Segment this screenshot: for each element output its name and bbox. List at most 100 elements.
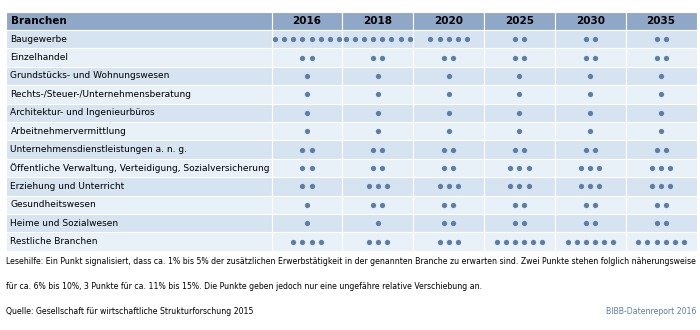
FancyBboxPatch shape — [626, 214, 696, 232]
FancyBboxPatch shape — [272, 159, 342, 177]
FancyBboxPatch shape — [6, 30, 272, 49]
FancyBboxPatch shape — [342, 85, 413, 104]
FancyBboxPatch shape — [413, 159, 484, 177]
FancyBboxPatch shape — [555, 49, 626, 67]
Text: Öffentliche Verwaltung, Verteidigung, Sozialversicherung: Öffentliche Verwaltung, Verteidigung, So… — [10, 163, 270, 173]
Text: Heime und Sozialwesen: Heime und Sozialwesen — [10, 219, 118, 228]
FancyBboxPatch shape — [413, 122, 484, 140]
FancyBboxPatch shape — [626, 30, 696, 49]
FancyBboxPatch shape — [484, 49, 555, 67]
Text: Einzelhandel: Einzelhandel — [10, 53, 69, 62]
FancyBboxPatch shape — [413, 104, 484, 122]
FancyBboxPatch shape — [626, 12, 696, 30]
FancyBboxPatch shape — [484, 122, 555, 140]
FancyBboxPatch shape — [413, 12, 484, 30]
FancyBboxPatch shape — [555, 214, 626, 232]
FancyBboxPatch shape — [626, 85, 696, 104]
Text: Erziehung und Unterricht: Erziehung und Unterricht — [10, 182, 125, 191]
FancyBboxPatch shape — [272, 85, 342, 104]
FancyBboxPatch shape — [342, 67, 413, 85]
FancyBboxPatch shape — [272, 30, 342, 49]
Text: Lesehilfe: Ein Punkt signalisiert, dass ca. 1% bis 5% der zusätzlichen Erwerbstä: Lesehilfe: Ein Punkt signalisiert, dass … — [6, 257, 696, 266]
FancyBboxPatch shape — [555, 232, 626, 251]
FancyBboxPatch shape — [6, 196, 272, 214]
FancyBboxPatch shape — [555, 85, 626, 104]
Text: Gesundheitswesen: Gesundheitswesen — [10, 200, 97, 209]
FancyBboxPatch shape — [413, 67, 484, 85]
FancyBboxPatch shape — [555, 140, 626, 159]
FancyBboxPatch shape — [413, 85, 484, 104]
Text: Quelle: Gesellschaft für wirtschaftliche Strukturforschung 2015: Quelle: Gesellschaft für wirtschaftliche… — [6, 307, 253, 316]
Text: Unternehmensdienstleistungen a. n. g.: Unternehmensdienstleistungen a. n. g. — [10, 145, 188, 154]
FancyBboxPatch shape — [272, 140, 342, 159]
FancyBboxPatch shape — [626, 140, 696, 159]
FancyBboxPatch shape — [484, 159, 555, 177]
FancyBboxPatch shape — [272, 122, 342, 140]
FancyBboxPatch shape — [413, 177, 484, 196]
FancyBboxPatch shape — [413, 214, 484, 232]
FancyBboxPatch shape — [6, 232, 272, 251]
Text: Branchen: Branchen — [10, 16, 66, 26]
Text: Arbeitnehmervermittlung: Arbeitnehmervermittlung — [10, 127, 127, 136]
FancyBboxPatch shape — [6, 122, 272, 140]
FancyBboxPatch shape — [626, 104, 696, 122]
FancyBboxPatch shape — [6, 49, 272, 67]
Text: für ca. 6% bis 10%, 3 Punkte für ca. 11% bis 15%. Die Punkte geben jedoch nur ei: für ca. 6% bis 10%, 3 Punkte für ca. 11%… — [6, 282, 482, 291]
FancyBboxPatch shape — [342, 49, 413, 67]
Text: Architektur- und Ingenieurbüros: Architektur- und Ingenieurbüros — [10, 108, 155, 117]
Text: 2025: 2025 — [505, 16, 534, 26]
Text: Rechts-/Steuer-/Unternehmensberatung: Rechts-/Steuer-/Unternehmensberatung — [10, 90, 192, 99]
FancyBboxPatch shape — [342, 232, 413, 251]
Text: BIBB-Datenreport 2016: BIBB-Datenreport 2016 — [606, 307, 696, 316]
FancyBboxPatch shape — [555, 12, 626, 30]
FancyBboxPatch shape — [6, 159, 272, 177]
FancyBboxPatch shape — [413, 196, 484, 214]
FancyBboxPatch shape — [626, 67, 696, 85]
FancyBboxPatch shape — [6, 214, 272, 232]
FancyBboxPatch shape — [6, 177, 272, 196]
FancyBboxPatch shape — [484, 232, 555, 251]
FancyBboxPatch shape — [342, 122, 413, 140]
FancyBboxPatch shape — [555, 159, 626, 177]
FancyBboxPatch shape — [626, 49, 696, 67]
FancyBboxPatch shape — [484, 30, 555, 49]
Text: 2035: 2035 — [647, 16, 676, 26]
FancyBboxPatch shape — [555, 177, 626, 196]
FancyBboxPatch shape — [342, 30, 413, 49]
Text: 2016: 2016 — [293, 16, 321, 26]
FancyBboxPatch shape — [6, 140, 272, 159]
FancyBboxPatch shape — [484, 140, 555, 159]
FancyBboxPatch shape — [555, 122, 626, 140]
FancyBboxPatch shape — [626, 122, 696, 140]
FancyBboxPatch shape — [413, 140, 484, 159]
Text: Baugewerbe: Baugewerbe — [10, 35, 67, 44]
FancyBboxPatch shape — [413, 30, 484, 49]
FancyBboxPatch shape — [484, 67, 555, 85]
FancyBboxPatch shape — [626, 196, 696, 214]
FancyBboxPatch shape — [484, 196, 555, 214]
FancyBboxPatch shape — [484, 85, 555, 104]
Text: Restliche Branchen: Restliche Branchen — [10, 237, 98, 246]
FancyBboxPatch shape — [272, 104, 342, 122]
FancyBboxPatch shape — [342, 140, 413, 159]
FancyBboxPatch shape — [484, 214, 555, 232]
FancyBboxPatch shape — [6, 67, 272, 85]
FancyBboxPatch shape — [626, 177, 696, 196]
FancyBboxPatch shape — [342, 159, 413, 177]
FancyBboxPatch shape — [272, 12, 342, 30]
Text: Grundstücks- und Wohnungswesen: Grundstücks- und Wohnungswesen — [10, 72, 170, 81]
FancyBboxPatch shape — [342, 214, 413, 232]
FancyBboxPatch shape — [484, 104, 555, 122]
FancyBboxPatch shape — [342, 196, 413, 214]
FancyBboxPatch shape — [272, 214, 342, 232]
FancyBboxPatch shape — [626, 159, 696, 177]
FancyBboxPatch shape — [6, 12, 272, 30]
FancyBboxPatch shape — [272, 232, 342, 251]
FancyBboxPatch shape — [555, 104, 626, 122]
FancyBboxPatch shape — [626, 232, 696, 251]
FancyBboxPatch shape — [484, 177, 555, 196]
FancyBboxPatch shape — [555, 196, 626, 214]
FancyBboxPatch shape — [484, 12, 555, 30]
FancyBboxPatch shape — [342, 177, 413, 196]
Text: 2030: 2030 — [576, 16, 605, 26]
